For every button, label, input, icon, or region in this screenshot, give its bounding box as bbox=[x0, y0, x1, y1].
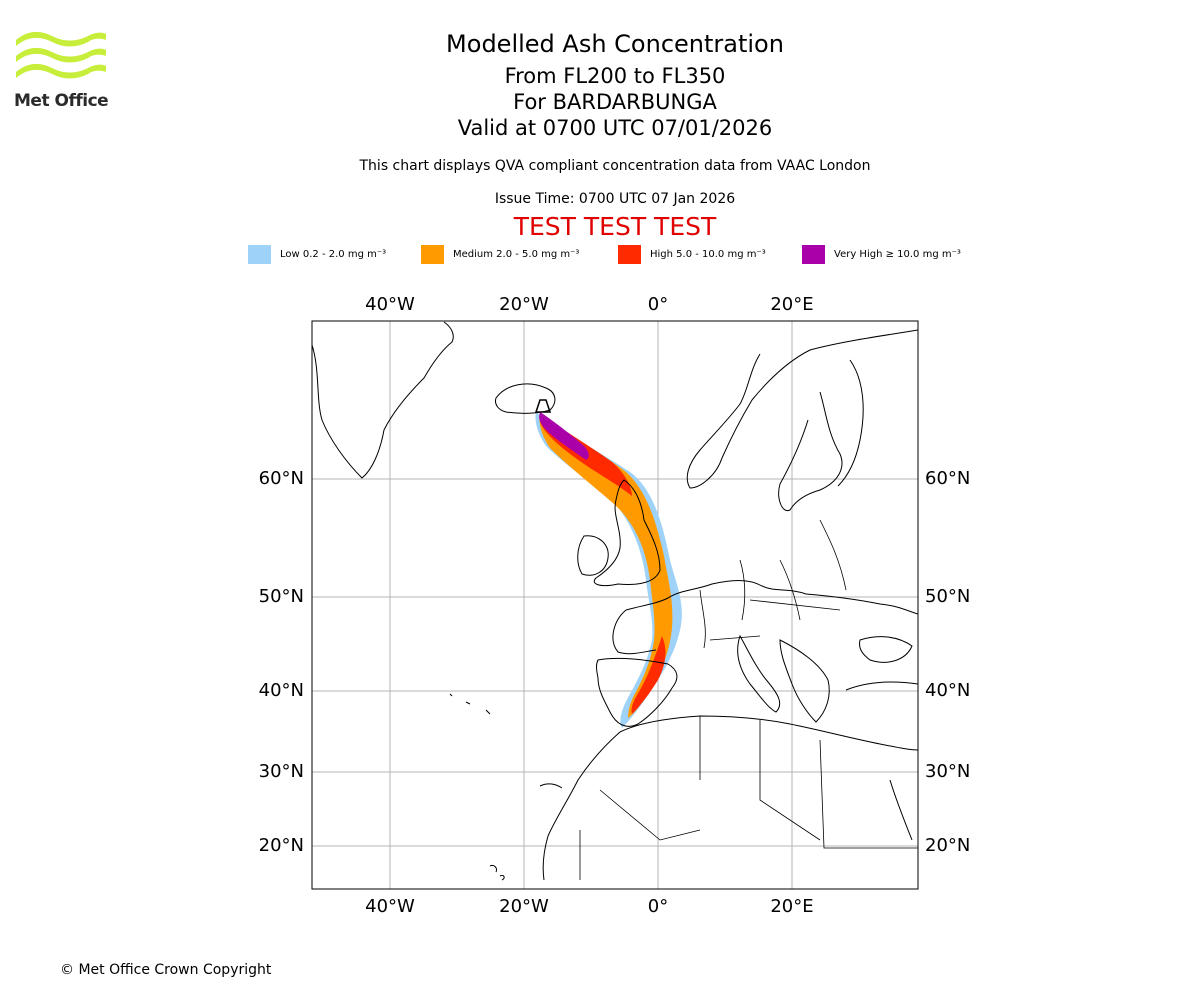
coast-azores bbox=[449, 693, 491, 715]
coast-iceland bbox=[495, 383, 556, 414]
map-frame bbox=[311, 320, 919, 890]
border-europe-4 bbox=[819, 519, 847, 591]
coast-biscay bbox=[612, 609, 657, 655]
lon-label-bottom-20w: 20°W bbox=[499, 896, 549, 917]
lat-label-right-30n: 30°N bbox=[925, 761, 970, 782]
border-europe-5 bbox=[749, 599, 841, 611]
graticule bbox=[312, 321, 918, 889]
border-africa-4 bbox=[599, 789, 701, 841]
met-office-logo-icon bbox=[16, 31, 106, 79]
coast-cape-verde bbox=[489, 865, 505, 881]
border-africa-3 bbox=[819, 739, 918, 849]
coast-canaries bbox=[539, 783, 563, 789]
legend-item-very-high: Very High ≥ 10.0 mg m⁻³ bbox=[802, 244, 961, 264]
ash-area-medium bbox=[539, 414, 673, 718]
volcano-marker-icon bbox=[534, 399, 552, 413]
coast-norway-sweden bbox=[686, 329, 918, 489]
lon-label-bottom-40w: 40°W bbox=[365, 896, 415, 917]
lon-label-top-20w: 20°W bbox=[499, 294, 549, 315]
legend-item-high: High 5.0 - 10.0 mg m⁻³ bbox=[618, 244, 766, 264]
legend-swatch-low bbox=[248, 244, 271, 264]
lat-label-left-20n: 20°N bbox=[259, 835, 304, 856]
coast-balkans-greece bbox=[779, 639, 830, 723]
valid-time: Valid at 0700 UTC 07/01/2026 bbox=[457, 116, 773, 140]
lat-label-left-50n: 50°N bbox=[259, 586, 304, 607]
legend-swatch-high bbox=[618, 244, 641, 264]
legend-swatch-very-high bbox=[802, 244, 825, 264]
lat-label-left-60n: 60°N bbox=[259, 468, 304, 489]
ash-area-very-high bbox=[539, 412, 589, 460]
coast-north-africa bbox=[619, 715, 918, 751]
chart-title: Modelled Ash Concentration bbox=[446, 30, 784, 58]
volcano-name: For BARDARBUNGA bbox=[513, 90, 717, 114]
lat-label-right-60n: 60°N bbox=[925, 468, 970, 489]
border-africa-2 bbox=[759, 720, 821, 841]
coast-finland bbox=[837, 359, 864, 487]
border-europe-3 bbox=[779, 559, 801, 621]
legend-label-low: Low 0.2 - 2.0 mg m⁻³ bbox=[280, 248, 387, 260]
ash-plume bbox=[535, 412, 682, 728]
lon-label-top-20e: 20°E bbox=[770, 294, 813, 315]
legend-label-high: High 5.0 - 10.0 mg m⁻³ bbox=[650, 248, 766, 260]
lat-label-left-40n: 40°N bbox=[259, 680, 304, 701]
chart-description: This chart displays QVA compliant concen… bbox=[359, 158, 871, 174]
coast-sweden-baltic bbox=[778, 391, 843, 512]
copyright-notice: © Met Office Crown Copyright bbox=[60, 962, 272, 978]
coast-britain bbox=[593, 479, 661, 587]
lon-label-bottom-0: 0° bbox=[648, 896, 668, 917]
coast-iberia bbox=[596, 657, 678, 727]
legend-item-low: Low 0.2 - 2.0 mg m⁻³ bbox=[248, 244, 386, 264]
lat-label-right-50n: 50°N bbox=[925, 586, 970, 607]
lat-label-right-40n: 40°N bbox=[925, 680, 970, 701]
ash-area-low bbox=[535, 412, 682, 728]
coast-europe-atlantic bbox=[625, 580, 918, 615]
legend-swatch-medium bbox=[421, 244, 444, 264]
country-borders bbox=[579, 519, 918, 880]
coast-red-sea bbox=[889, 779, 913, 841]
border-europe-1 bbox=[699, 589, 706, 649]
coast-west-africa bbox=[542, 731, 621, 881]
coast-greenland bbox=[312, 321, 454, 479]
lon-label-bottom-20e: 20°E bbox=[770, 896, 813, 917]
coast-turkey bbox=[845, 681, 918, 691]
legend-label-medium: Medium 2.0 - 5.0 mg m⁻³ bbox=[453, 248, 580, 260]
test-banner: TEST TEST TEST bbox=[513, 212, 717, 241]
lat-label-right-20n: 20°N bbox=[925, 835, 970, 856]
border-europe-2 bbox=[739, 559, 746, 621]
coastlines bbox=[312, 321, 918, 881]
coast-italy bbox=[737, 634, 781, 713]
logo-text: Met Office bbox=[14, 91, 109, 111]
lon-label-top-40w: 40°W bbox=[365, 294, 415, 315]
coast-black-sea bbox=[859, 636, 913, 663]
ash-area-high-south bbox=[631, 636, 666, 714]
border-europe-6 bbox=[709, 635, 761, 641]
issue-time: Issue Time: 0700 UTC 07 Jan 2026 bbox=[494, 191, 736, 207]
lat-label-left-30n: 30°N bbox=[259, 761, 304, 782]
coast-ireland bbox=[577, 535, 609, 576]
legend-item-medium: Medium 2.0 - 5.0 mg m⁻³ bbox=[421, 244, 579, 264]
flight-level-range: From FL200 to FL350 bbox=[504, 64, 726, 88]
lon-label-top-0: 0° bbox=[648, 294, 668, 315]
legend-label-very-high: Very High ≥ 10.0 mg m⁻³ bbox=[834, 248, 961, 260]
